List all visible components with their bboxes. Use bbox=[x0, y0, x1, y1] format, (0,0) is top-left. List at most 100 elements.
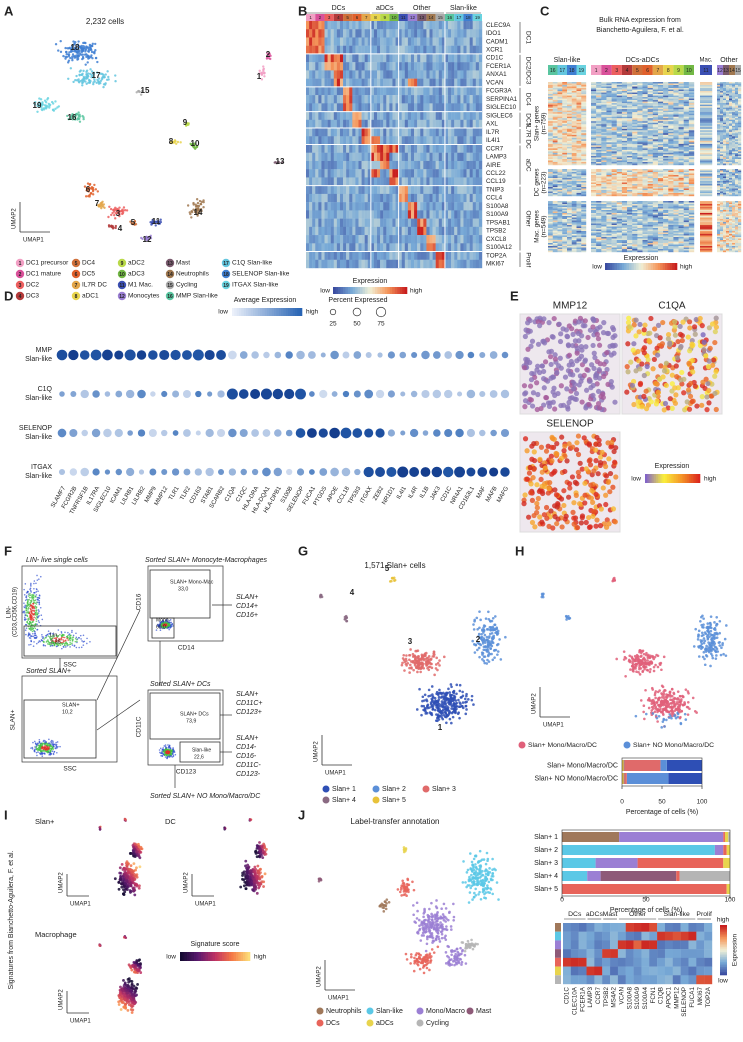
heat-cell bbox=[401, 128, 406, 137]
heat-cell bbox=[581, 240, 587, 242]
heat-cell bbox=[548, 145, 553, 148]
heat-cell bbox=[567, 235, 572, 238]
heat-cell bbox=[460, 185, 464, 195]
cell-dot bbox=[116, 208, 119, 212]
heat-cell bbox=[616, 124, 623, 126]
heat-cell bbox=[373, 136, 378, 145]
heat-cell bbox=[673, 91, 679, 93]
heat-cell bbox=[438, 144, 443, 153]
heat-cell bbox=[576, 91, 582, 93]
heat-cell bbox=[377, 119, 381, 129]
heat-cell bbox=[632, 208, 638, 211]
heat-cell bbox=[478, 160, 483, 170]
heat-cell bbox=[562, 119, 568, 122]
heat-cell bbox=[410, 29, 415, 38]
heat-cell bbox=[466, 226, 470, 236]
heat-cell bbox=[339, 45, 344, 55]
heat-cell bbox=[642, 106, 648, 108]
heat-cell bbox=[668, 136, 674, 139]
heat-cell bbox=[591, 185, 597, 188]
heat-cell bbox=[466, 202, 470, 211]
heat-cell bbox=[596, 83, 602, 86]
cell-dot bbox=[158, 222, 161, 225]
heat-cell bbox=[668, 143, 674, 146]
heat-cell bbox=[312, 259, 316, 269]
colorbar bbox=[402, 287, 405, 294]
heat-cell bbox=[457, 235, 461, 244]
heat-cell bbox=[688, 115, 695, 117]
heat-cell bbox=[616, 91, 623, 93]
heat-cell bbox=[663, 155, 669, 158]
heat-cell bbox=[652, 185, 659, 188]
heat-cell bbox=[576, 241, 582, 244]
heat-cell bbox=[601, 207, 607, 209]
heat-cell bbox=[392, 21, 396, 30]
heat-cell bbox=[616, 169, 623, 171]
heat-cell bbox=[567, 207, 572, 209]
heat-cell bbox=[642, 173, 648, 176]
heat-cell bbox=[552, 91, 558, 93]
heat-cell bbox=[581, 241, 587, 244]
heat-cell bbox=[475, 70, 480, 79]
heat-cell bbox=[657, 119, 664, 122]
heat-cell bbox=[552, 182, 558, 185]
heat-cell bbox=[571, 152, 577, 155]
legend-number: 10 bbox=[119, 272, 125, 278]
heat-cell bbox=[438, 62, 443, 71]
heat-cell bbox=[355, 103, 359, 112]
colorbar bbox=[389, 287, 393, 294]
heat-cell bbox=[576, 98, 582, 101]
cluster-number: 19 bbox=[578, 68, 584, 74]
gene-label: AIRE bbox=[486, 162, 501, 169]
heat-cell bbox=[417, 259, 421, 269]
cell-dot bbox=[174, 140, 177, 143]
heat-cell bbox=[616, 149, 623, 152]
heat-cell bbox=[616, 130, 623, 132]
heat-cell bbox=[642, 170, 648, 173]
heat-cell bbox=[683, 149, 690, 152]
cell-dot bbox=[110, 213, 113, 217]
heat-cell bbox=[642, 119, 648, 122]
heat-cell bbox=[637, 121, 643, 123]
heat-cell bbox=[591, 85, 597, 87]
heat-cell bbox=[683, 91, 690, 93]
heat-cell bbox=[321, 95, 325, 104]
heat-cell bbox=[647, 145, 653, 148]
heat-cell bbox=[688, 173, 695, 176]
heat-cell bbox=[420, 136, 424, 145]
heat-cell bbox=[309, 45, 313, 55]
heat-cell bbox=[475, 226, 480, 236]
heat-cell bbox=[343, 202, 347, 211]
heat-cell bbox=[621, 160, 628, 163]
gene-label: TPSAB1 bbox=[486, 219, 511, 226]
heat-cell bbox=[647, 172, 653, 174]
heat-cell bbox=[432, 128, 436, 137]
heat-cell bbox=[576, 205, 582, 208]
cluster-number: 14 bbox=[429, 15, 435, 20]
heat-cell bbox=[663, 190, 669, 192]
heat-cell bbox=[683, 100, 690, 102]
heat-cell bbox=[567, 134, 572, 137]
heat-cell bbox=[336, 95, 341, 104]
heat-cell bbox=[668, 134, 674, 137]
heat-cell bbox=[678, 175, 684, 177]
heat-cell bbox=[591, 109, 597, 111]
heat-cell bbox=[576, 244, 582, 247]
legend-number: 7 bbox=[75, 283, 78, 289]
heat-cell bbox=[383, 119, 387, 129]
heat-cell bbox=[358, 119, 362, 129]
heat-cell bbox=[324, 136, 328, 145]
heat-cell bbox=[657, 136, 664, 139]
heat-cell bbox=[552, 104, 558, 107]
heat-cell bbox=[562, 163, 568, 166]
heat-cell bbox=[548, 214, 553, 217]
heat-cell bbox=[448, 128, 452, 137]
heat-cell bbox=[429, 243, 433, 252]
heat-cell bbox=[557, 244, 563, 247]
heat-cell bbox=[678, 131, 684, 134]
heat-cell bbox=[327, 152, 331, 162]
cell-dot bbox=[197, 211, 201, 214]
heat-cell bbox=[611, 97, 617, 99]
heat-cell bbox=[596, 208, 602, 211]
heat-cell bbox=[312, 160, 316, 170]
